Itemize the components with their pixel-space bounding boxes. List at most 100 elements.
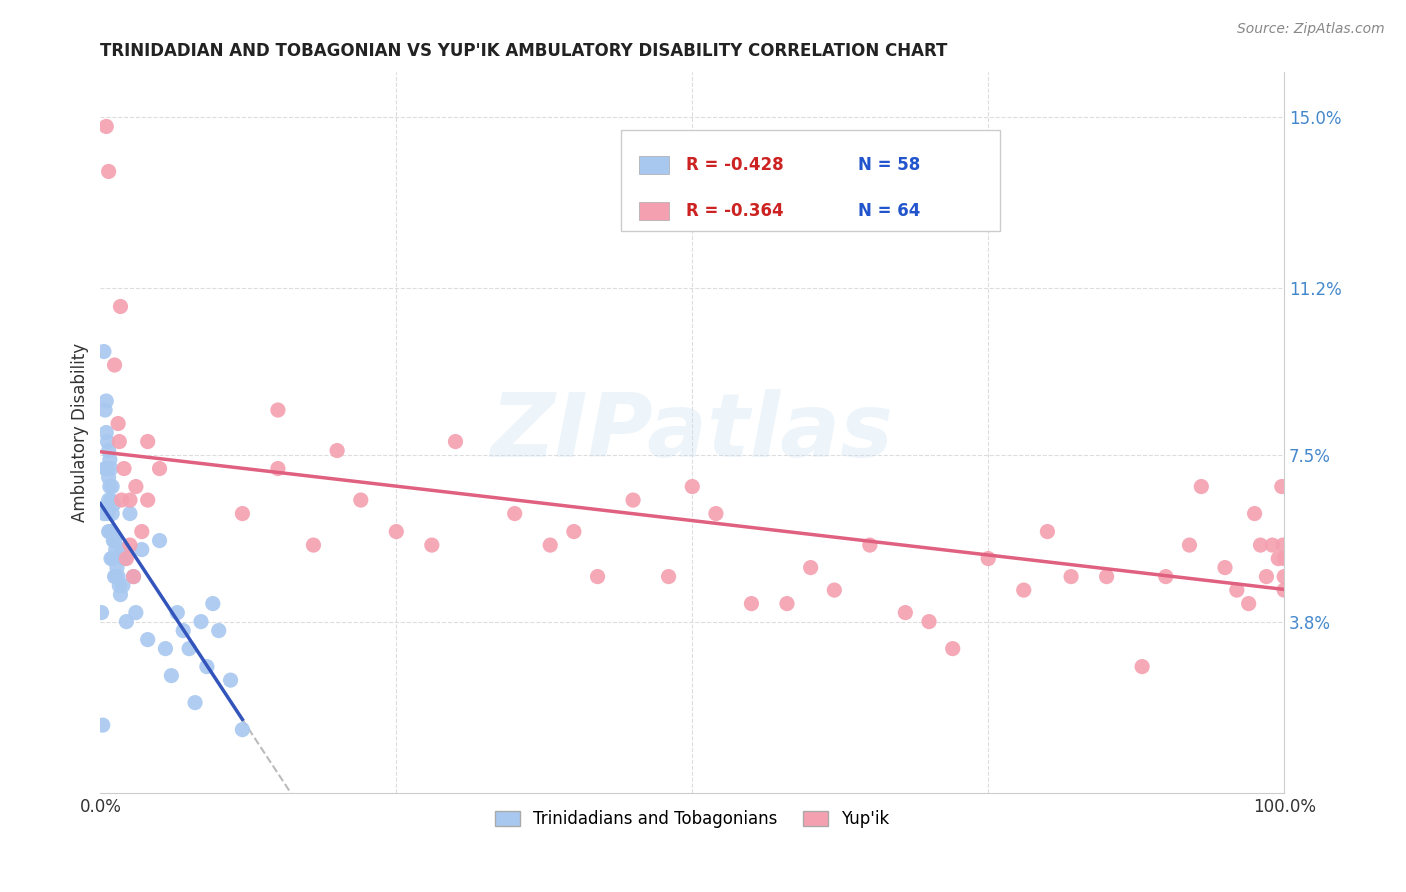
Point bbox=[96, 425, 118, 440]
Point bbox=[125, 479, 148, 493]
Point bbox=[658, 569, 681, 583]
Point bbox=[100, 461, 122, 475]
Point bbox=[977, 551, 1000, 566]
Point bbox=[125, 606, 148, 620]
Point bbox=[894, 606, 917, 620]
Y-axis label: Ambulatory Disability: Ambulatory Disability bbox=[72, 343, 89, 522]
Point bbox=[97, 443, 120, 458]
Point bbox=[97, 470, 120, 484]
Point bbox=[1243, 507, 1265, 521]
Point bbox=[98, 479, 121, 493]
Point bbox=[103, 358, 125, 372]
Text: TRINIDADIAN AND TOBAGONIAN VS YUP'IK AMBULATORY DISABILITY CORRELATION CHART: TRINIDADIAN AND TOBAGONIAN VS YUP'IK AMB… bbox=[100, 42, 948, 60]
Point bbox=[105, 560, 128, 574]
Point bbox=[96, 461, 118, 475]
Text: Source: ZipAtlas.com: Source: ZipAtlas.com bbox=[1237, 22, 1385, 37]
Legend: Trinidadians and Tobagonians, Yup'ik: Trinidadians and Tobagonians, Yup'ik bbox=[488, 804, 896, 835]
FancyBboxPatch shape bbox=[638, 202, 669, 219]
Point bbox=[100, 551, 122, 566]
Text: N = 64: N = 64 bbox=[858, 202, 921, 219]
Point bbox=[136, 434, 159, 449]
Point bbox=[107, 417, 129, 431]
Point bbox=[111, 578, 134, 592]
Point bbox=[267, 403, 290, 417]
Point bbox=[110, 300, 132, 314]
Point bbox=[918, 615, 941, 629]
Point bbox=[122, 569, 145, 583]
Point bbox=[1250, 538, 1272, 552]
Point bbox=[104, 569, 127, 583]
Point bbox=[118, 493, 141, 508]
Point bbox=[100, 524, 122, 539]
Point bbox=[1130, 659, 1153, 673]
Point bbox=[101, 551, 124, 566]
Point bbox=[190, 615, 212, 629]
Point bbox=[538, 538, 561, 552]
Point bbox=[118, 507, 141, 521]
Point bbox=[562, 524, 585, 539]
Point bbox=[444, 434, 467, 449]
Point bbox=[112, 551, 135, 566]
Point bbox=[1154, 569, 1177, 583]
Point bbox=[136, 493, 159, 508]
Point bbox=[96, 434, 118, 449]
Point bbox=[112, 461, 135, 475]
Point bbox=[108, 434, 131, 449]
Point bbox=[103, 533, 125, 548]
Point bbox=[136, 632, 159, 647]
FancyBboxPatch shape bbox=[621, 130, 1000, 231]
Point bbox=[201, 597, 224, 611]
Point bbox=[118, 538, 141, 552]
Point bbox=[96, 507, 118, 521]
Point bbox=[98, 452, 121, 467]
Point bbox=[179, 641, 201, 656]
Point bbox=[1012, 583, 1035, 598]
Text: R = -0.428: R = -0.428 bbox=[686, 156, 785, 174]
Point bbox=[160, 668, 183, 682]
Point bbox=[97, 164, 120, 178]
Point bbox=[111, 493, 134, 508]
Point bbox=[586, 569, 609, 583]
Point bbox=[131, 542, 153, 557]
Point bbox=[420, 538, 443, 552]
Point bbox=[740, 597, 762, 611]
Text: N = 58: N = 58 bbox=[858, 156, 921, 174]
Point bbox=[776, 597, 799, 611]
Point bbox=[93, 507, 115, 521]
FancyBboxPatch shape bbox=[638, 156, 669, 174]
Point bbox=[326, 443, 349, 458]
Point bbox=[1272, 551, 1295, 566]
Point bbox=[195, 659, 218, 673]
Point bbox=[155, 641, 177, 656]
Point bbox=[1272, 569, 1295, 583]
Point bbox=[503, 507, 526, 521]
Point bbox=[1226, 583, 1249, 598]
Point bbox=[942, 641, 965, 656]
Point bbox=[267, 461, 290, 475]
Point bbox=[1272, 583, 1295, 598]
Point bbox=[110, 588, 132, 602]
Point bbox=[111, 542, 134, 557]
Point bbox=[1272, 538, 1295, 552]
Point bbox=[1178, 538, 1201, 552]
Point bbox=[131, 524, 153, 539]
Point bbox=[103, 569, 125, 583]
Point bbox=[184, 696, 207, 710]
Point bbox=[108, 578, 131, 592]
Point bbox=[302, 538, 325, 552]
Point bbox=[704, 507, 727, 521]
Point bbox=[103, 533, 125, 548]
Point bbox=[148, 461, 170, 475]
Point bbox=[94, 403, 117, 417]
Point bbox=[859, 538, 882, 552]
Point bbox=[1189, 479, 1212, 493]
Point bbox=[101, 479, 124, 493]
Point bbox=[231, 723, 253, 737]
Point bbox=[1036, 524, 1059, 539]
Point bbox=[823, 583, 845, 598]
Point bbox=[350, 493, 373, 508]
Point bbox=[107, 569, 129, 583]
Point bbox=[1261, 538, 1284, 552]
Point bbox=[1267, 551, 1289, 566]
Point bbox=[621, 493, 644, 508]
